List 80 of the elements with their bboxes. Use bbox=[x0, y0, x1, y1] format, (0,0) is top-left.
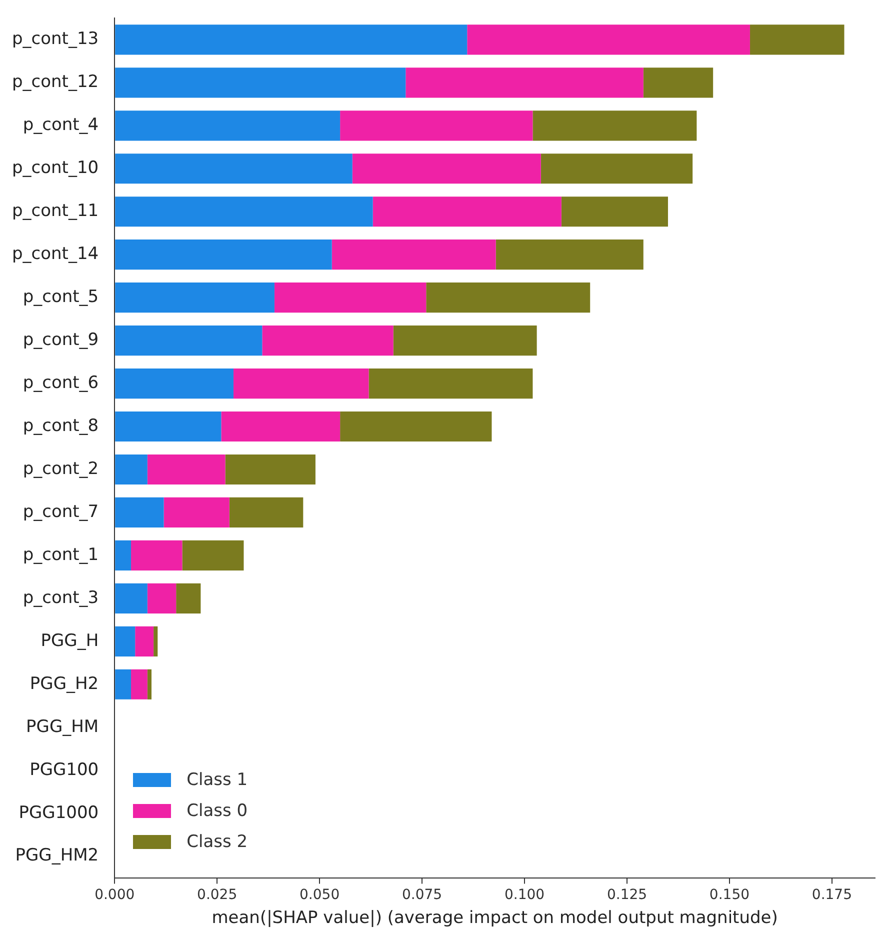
bar bbox=[115, 626, 136, 656]
bar bbox=[115, 326, 262, 356]
bar bbox=[233, 368, 369, 399]
legend-label: Class 0 bbox=[186, 801, 248, 822]
bar bbox=[229, 497, 304, 528]
bar bbox=[131, 540, 182, 570]
y-tick-label: PGG1000 bbox=[18, 802, 99, 823]
bar bbox=[332, 240, 496, 270]
y-tick-label: PGG_H2 bbox=[30, 674, 99, 694]
legend-label: Class 2 bbox=[186, 832, 248, 852]
y-tick-label: p_cont_6 bbox=[22, 372, 99, 393]
bar bbox=[115, 196, 373, 227]
bar bbox=[176, 583, 201, 614]
bar bbox=[115, 454, 148, 485]
bar bbox=[115, 68, 406, 98]
bar bbox=[115, 540, 132, 570]
y-tick-label: p_cont_1 bbox=[22, 544, 99, 565]
bar bbox=[340, 411, 492, 442]
x-tick-label: 0.025 bbox=[197, 886, 238, 903]
x-tick-label: 0.100 bbox=[504, 886, 545, 903]
x-tick-label: 0.150 bbox=[709, 886, 750, 903]
bar bbox=[115, 240, 332, 270]
bar bbox=[496, 240, 644, 270]
bar bbox=[393, 326, 537, 356]
bar bbox=[372, 196, 562, 227]
x-axis-title: mean(|SHAP value|) (average impact on model output magnitude) bbox=[212, 908, 778, 928]
bar bbox=[643, 68, 714, 98]
x-tick-label: 0.175 bbox=[812, 886, 852, 903]
bar bbox=[115, 154, 352, 184]
bar bbox=[154, 626, 158, 656]
y-tick-label: p_cont_4 bbox=[22, 115, 99, 136]
bar bbox=[406, 68, 644, 98]
y-tick-label: PGG100 bbox=[30, 760, 99, 780]
y-tick-label: p_cont_8 bbox=[22, 416, 99, 436]
bar bbox=[164, 497, 230, 528]
bar bbox=[225, 454, 316, 485]
x-tick-label: 0.000 bbox=[94, 886, 135, 903]
bar bbox=[131, 669, 148, 700]
bar bbox=[352, 154, 541, 184]
bar bbox=[115, 411, 222, 442]
y-tick-label: p_cont_9 bbox=[22, 330, 99, 350]
bar bbox=[467, 24, 750, 55]
y-tick-label: p_cont_14 bbox=[12, 244, 99, 264]
y-tick-label: PGG_HM bbox=[26, 716, 99, 737]
bar bbox=[115, 110, 340, 141]
y-tick-label: p_cont_13 bbox=[12, 29, 99, 50]
y-tick-label: p_cont_10 bbox=[12, 158, 99, 178]
bar bbox=[115, 583, 148, 614]
bar bbox=[274, 282, 426, 313]
y-tick-label: p_cont_5 bbox=[22, 286, 99, 307]
y-tick-label: p_cont_7 bbox=[22, 502, 99, 522]
y-tick-label: p_cont_3 bbox=[22, 588, 99, 608]
y-tick-label: p_cont_11 bbox=[12, 201, 99, 222]
bar bbox=[262, 326, 394, 356]
y-tick-label: p_cont_2 bbox=[22, 458, 99, 479]
bar bbox=[115, 669, 132, 700]
x-tick-label: 0.075 bbox=[402, 886, 442, 903]
bar bbox=[147, 454, 226, 485]
bar bbox=[221, 411, 340, 442]
legend-label: Class 1 bbox=[186, 770, 248, 790]
bar bbox=[368, 368, 533, 399]
bar bbox=[561, 196, 668, 227]
x-tick-label: 0.050 bbox=[300, 886, 340, 903]
bar bbox=[182, 540, 244, 570]
bar bbox=[147, 669, 152, 700]
bar bbox=[540, 154, 693, 184]
bar bbox=[340, 110, 533, 141]
bar bbox=[115, 497, 164, 528]
y-tick-label: PGG_HM2 bbox=[15, 846, 99, 866]
bar bbox=[115, 24, 468, 55]
y-tick-label: PGG_H bbox=[40, 630, 99, 651]
x-tick-label: 0.125 bbox=[606, 886, 648, 903]
bar bbox=[147, 583, 176, 614]
bar bbox=[135, 626, 154, 656]
bar bbox=[426, 282, 590, 313]
bar bbox=[750, 24, 844, 55]
bar bbox=[115, 368, 234, 399]
bar bbox=[115, 282, 274, 313]
y-tick-label: p_cont_12 bbox=[12, 72, 99, 92]
bar bbox=[532, 110, 697, 141]
